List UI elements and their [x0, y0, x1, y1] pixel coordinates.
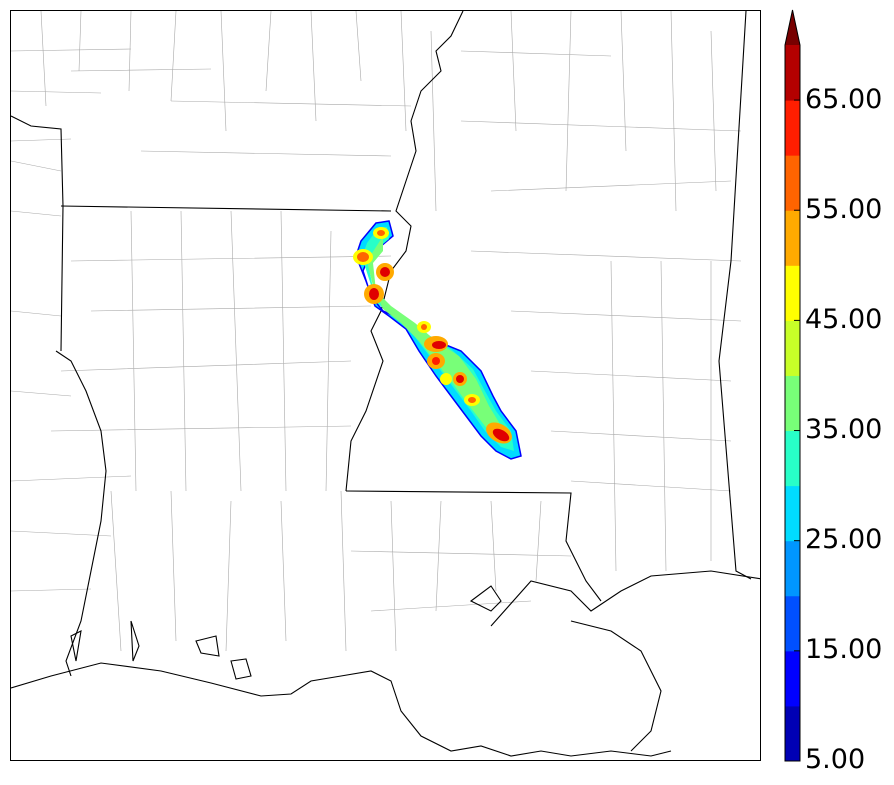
coastline	[11, 570, 760, 757]
colorbar-tick-label: 65.00	[805, 84, 883, 115]
colorbar-bin	[785, 650, 800, 707]
map-panel	[10, 10, 761, 761]
colorbar-bin	[785, 540, 800, 597]
colorbar-bin	[785, 705, 800, 762]
colorbar-bin	[785, 595, 800, 652]
colorbar-bin	[785, 320, 800, 376]
radar-echo	[353, 220, 522, 460]
colorbar-bin	[785, 210, 800, 266]
colorbar-bin	[785, 100, 800, 156]
colorbar-tick-label: 15.00	[805, 634, 883, 665]
colorbar-tick-label: 45.00	[805, 304, 883, 335]
colorbar-tick-label: 5.00	[805, 744, 866, 775]
colorbar-tick-label: 25.00	[805, 524, 883, 555]
colorbar-tick-label: 55.00	[805, 194, 883, 225]
state-borders	[11, 11, 752, 677]
colorbar-svg	[784, 9, 801, 762]
colorbar-bin	[785, 375, 800, 432]
colorbar-bin	[785, 485, 800, 542]
county-borders	[11, 11, 742, 652]
colorbar-bin	[785, 430, 800, 487]
colorbar-tick-label: 35.00	[805, 414, 883, 445]
colorbar-extend-arrow	[785, 10, 800, 45]
colorbar-bin	[785, 265, 800, 321]
colorbar	[784, 9, 801, 762]
colorbar-bin	[785, 155, 800, 211]
colorbar-bin	[785, 45, 800, 101]
map-canvas	[11, 11, 760, 757]
